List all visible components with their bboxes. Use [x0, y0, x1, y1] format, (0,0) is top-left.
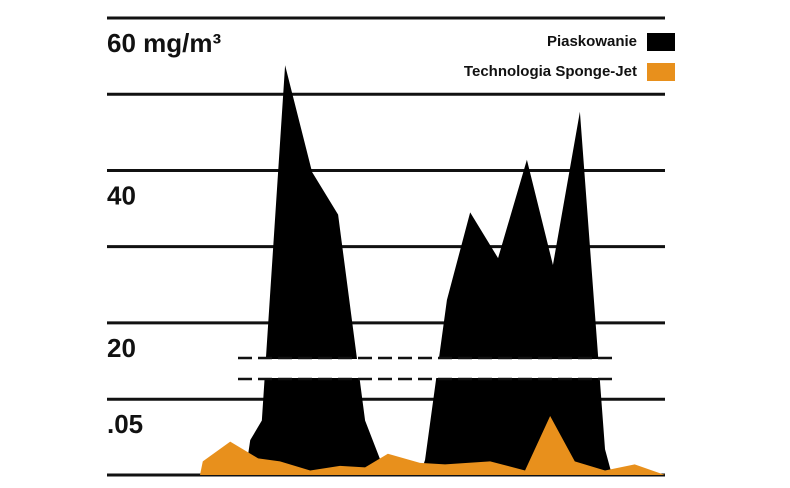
y-tick-label: 20: [107, 333, 136, 363]
legend-swatch: [647, 63, 675, 81]
legend-label: Technologia Sponge-Jet: [464, 63, 637, 80]
area: [245, 65, 612, 475]
break-band: [236, 359, 614, 378]
axis-break: [236, 356, 614, 381]
y-tick-label: .05: [107, 409, 143, 439]
areas: [200, 65, 665, 475]
area: [200, 415, 665, 475]
y-tick-label: 60 mg/m³: [107, 28, 221, 58]
y-tick-label: 40: [107, 180, 136, 210]
legend: Piaskowanie Technologia Sponge-Jet: [464, 33, 675, 81]
grid: [107, 16, 665, 477]
legend-swatch: [647, 33, 675, 51]
tick-labels: .05 20 40 60 mg/m³: [107, 28, 221, 439]
legend-label: Piaskowanie: [547, 33, 637, 50]
